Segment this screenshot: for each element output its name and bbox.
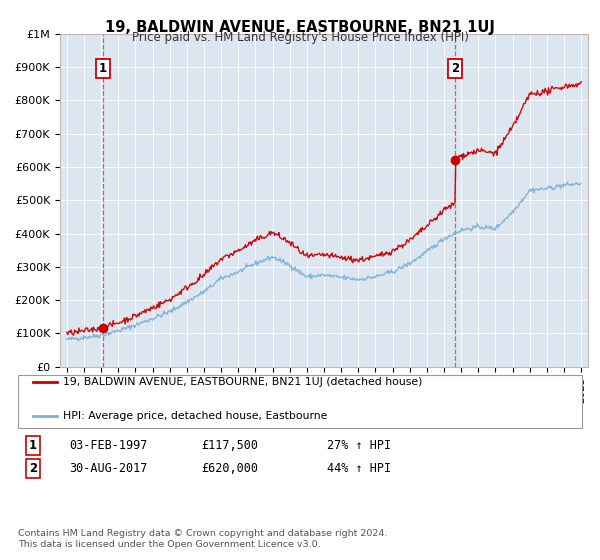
Text: 27% ↑ HPI: 27% ↑ HPI	[327, 438, 391, 452]
Text: 2: 2	[451, 62, 460, 75]
Text: 19, BALDWIN AVENUE, EASTBOURNE, BN21 1UJ (detached house): 19, BALDWIN AVENUE, EASTBOURNE, BN21 1UJ…	[63, 377, 422, 388]
Text: £620,000: £620,000	[201, 462, 258, 475]
Text: HPI: Average price, detached house, Eastbourne: HPI: Average price, detached house, East…	[63, 410, 328, 421]
Text: 1: 1	[98, 62, 107, 75]
Text: 30-AUG-2017: 30-AUG-2017	[69, 462, 148, 475]
Text: 2: 2	[29, 462, 37, 475]
Text: Price paid vs. HM Land Registry's House Price Index (HPI): Price paid vs. HM Land Registry's House …	[131, 31, 469, 44]
Text: £117,500: £117,500	[201, 438, 258, 452]
Text: 03-FEB-1997: 03-FEB-1997	[69, 438, 148, 452]
Text: Contains HM Land Registry data © Crown copyright and database right 2024.
This d: Contains HM Land Registry data © Crown c…	[18, 529, 388, 549]
Text: 19, BALDWIN AVENUE, EASTBOURNE, BN21 1UJ: 19, BALDWIN AVENUE, EASTBOURNE, BN21 1UJ	[105, 20, 495, 35]
Text: 44% ↑ HPI: 44% ↑ HPI	[327, 462, 391, 475]
Text: 1: 1	[29, 438, 37, 452]
